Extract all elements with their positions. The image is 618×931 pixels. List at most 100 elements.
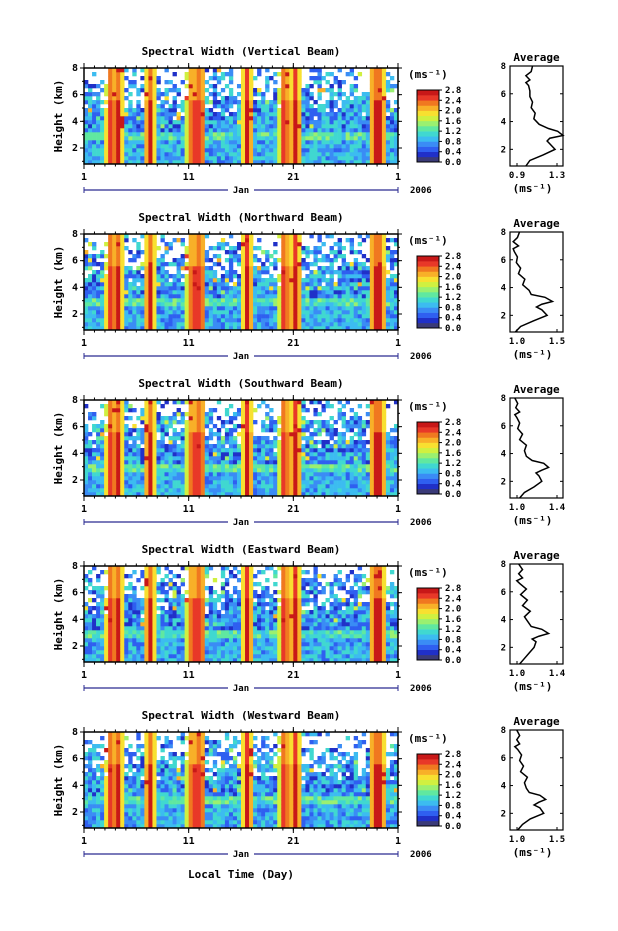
- heatmap-cell: [232, 472, 238, 477]
- heatmap-cell: [349, 156, 355, 161]
- heatmap-cell: [385, 270, 391, 275]
- heatmap-cell: [116, 404, 121, 409]
- heatmap-cell: [216, 310, 222, 315]
- heatmap-cell: [196, 242, 202, 247]
- heatmap-cell: [88, 476, 93, 481]
- heatmap-cell: [116, 120, 121, 125]
- heatmap-cell: [200, 96, 206, 101]
- heatmap-cell: [188, 92, 193, 97]
- heatmap-cell: [369, 460, 375, 465]
- heatmap-cell: [224, 96, 230, 101]
- heatmap-cell: [172, 278, 177, 283]
- heatmap-cell: [349, 436, 355, 441]
- heatmap-cell: [192, 468, 198, 473]
- heatmap-cell: [281, 76, 286, 81]
- heatmap-cell: [104, 84, 109, 89]
- heatmap-cell: [281, 100, 286, 105]
- heatmap-cell: [128, 404, 133, 409]
- heatmap-cells: [84, 400, 399, 497]
- heatmap-cell: [293, 136, 298, 141]
- heatmap-cell: [132, 148, 137, 153]
- heatmap-cell: [345, 72, 350, 77]
- heatmap-cell: [108, 452, 113, 457]
- heatmap-cell: [325, 136, 330, 141]
- heatmap-cell: [261, 480, 266, 485]
- heatmap-cell: [84, 428, 89, 433]
- heatmap-cell: [180, 108, 185, 113]
- heatmap-cell: [232, 412, 238, 417]
- heatmap-cell: [277, 322, 282, 327]
- heatmap-cell: [232, 326, 238, 331]
- heatmap-cell: [341, 480, 346, 485]
- heatmap-cell: [297, 302, 302, 307]
- heatmap-cell: [393, 84, 399, 89]
- heatmap-cell: [84, 476, 89, 481]
- heatmap-cell: [200, 294, 206, 299]
- heatmap-cell: [281, 132, 286, 137]
- heatmap-cell: [152, 112, 157, 117]
- heatmap-cell: [228, 152, 234, 157]
- heatmap-cell: [313, 132, 318, 137]
- heatmap-cell: [269, 156, 274, 161]
- heatmap-cell: [253, 254, 258, 259]
- heatmap-cell: [108, 100, 113, 105]
- heatmap-cell: [333, 302, 338, 307]
- heatmap-cell: [369, 322, 375, 327]
- heatmap-cell: [309, 132, 314, 137]
- heatmap-cell: [321, 104, 326, 109]
- heatmap-cell: [208, 156, 214, 161]
- heatmap-cell: [168, 88, 173, 93]
- heatmap-cell: [257, 310, 262, 315]
- heatmap-cell: [241, 318, 246, 323]
- heatmap-cell: [120, 444, 125, 449]
- heatmap-cell: [108, 404, 113, 409]
- heatmap-cell: [241, 322, 246, 327]
- heatmap-cell: [269, 108, 274, 113]
- heatmap-cell: [269, 416, 274, 421]
- heatmap-cell: [321, 476, 326, 481]
- heatmap-cell: [349, 306, 355, 311]
- heatmap-cell: [241, 88, 246, 93]
- heatmap-cell: [373, 310, 379, 315]
- heatmap-cells: [84, 68, 399, 165]
- heatmap-cell: [321, 76, 326, 81]
- heatmap-cell: [337, 84, 342, 89]
- heatmap-cell: [337, 116, 342, 121]
- heatmap-cell: [321, 488, 326, 493]
- heatmap-cell: [345, 156, 350, 161]
- heatmap-cell: [281, 436, 286, 441]
- heatmap-cell: [285, 460, 290, 465]
- heatmap-cell: [245, 310, 250, 315]
- heatmap-cell: [281, 140, 286, 145]
- heatmap-cell: [337, 306, 342, 311]
- heatmap-cell: [156, 412, 161, 417]
- heatmap-cell: [232, 124, 238, 129]
- heatmap-cell: [156, 476, 161, 481]
- heatmap-cell: [257, 476, 262, 481]
- heatmap-cell: [353, 266, 359, 271]
- heatmap-cell: [156, 104, 161, 109]
- heatmap-cell: [120, 266, 125, 271]
- heatmap-cell: [112, 428, 117, 433]
- heatmap-cell: [341, 160, 346, 165]
- heatmap-cell: [317, 440, 322, 445]
- heatmap-cell: [88, 416, 93, 421]
- heatmap-cell: [305, 322, 310, 327]
- heatmap-cell: [389, 160, 395, 165]
- heatmap-cell: [253, 492, 258, 497]
- heatmap-cell: [245, 452, 250, 457]
- heatmap-cell: [289, 404, 294, 409]
- heatmap-cell: [204, 140, 210, 145]
- heatmap-cell: [277, 144, 282, 149]
- heatmap-cell: [228, 148, 234, 153]
- heatmap-cell: [120, 76, 125, 81]
- heatmap-cell: [337, 416, 342, 421]
- heatmap-cell: [305, 468, 310, 473]
- heatmap-cell: [385, 306, 391, 311]
- heatmap-cell: [361, 318, 367, 323]
- heatmap-cell: [365, 92, 371, 97]
- heatmap-cell: [164, 88, 169, 93]
- heatmap-cell: [265, 484, 270, 489]
- heatmap-cell: [353, 326, 359, 331]
- heatmap-cell: [116, 420, 121, 425]
